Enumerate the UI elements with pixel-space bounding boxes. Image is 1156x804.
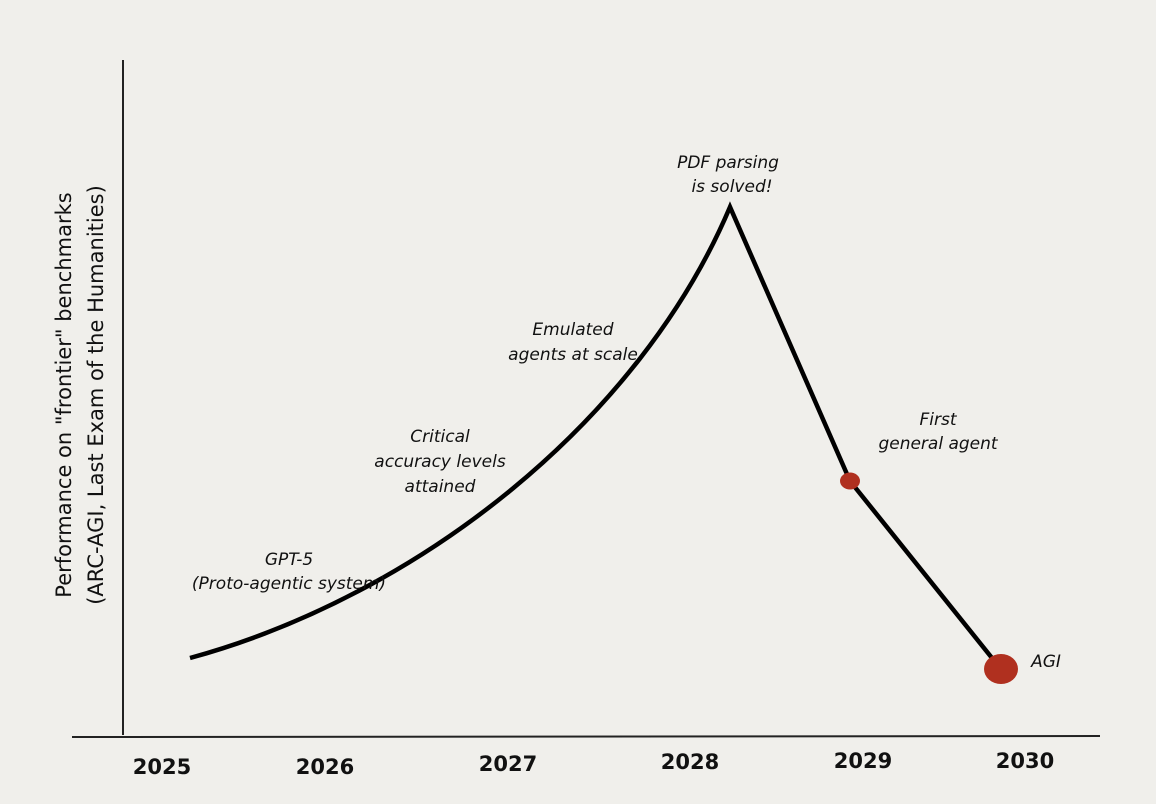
annotation: attained xyxy=(405,477,476,497)
annotation: accuracy levels xyxy=(374,452,506,472)
y-axis-label: Performance on "frontier" benchmarks (AR… xyxy=(52,185,108,605)
y-axis-label-line: (ARC-AGI, Last Exam of the Humanities) xyxy=(84,185,108,605)
annotation: GPT-5 xyxy=(265,550,313,570)
annotation: (Proto-agentic system) xyxy=(192,574,386,594)
annotation: PDF parsing xyxy=(677,153,779,173)
x-axis-label: 2026 xyxy=(296,755,354,779)
annotation: First xyxy=(919,410,957,430)
annotation: Critical xyxy=(410,427,470,447)
y-axis-label-line: Performance on "frontier" benchmarks xyxy=(52,192,76,597)
x-axis-label: 2027 xyxy=(479,752,537,776)
x-axis-label: 2028 xyxy=(661,750,719,774)
annotation: agents at scale xyxy=(508,345,638,365)
trend-curve xyxy=(189,201,1002,670)
annotation: AGI xyxy=(1030,652,1061,672)
x-axis-label: 2029 xyxy=(834,749,892,773)
annotation: general agent xyxy=(878,434,998,454)
milestone-dot xyxy=(840,472,860,490)
x-axis-label: 2025 xyxy=(133,755,191,779)
milestone-dot xyxy=(984,654,1018,684)
annotation: Emulated xyxy=(532,320,613,340)
x-axis-label: 2030 xyxy=(996,749,1054,773)
x-axis xyxy=(71,735,1101,738)
annotation: is solved! xyxy=(691,177,772,197)
